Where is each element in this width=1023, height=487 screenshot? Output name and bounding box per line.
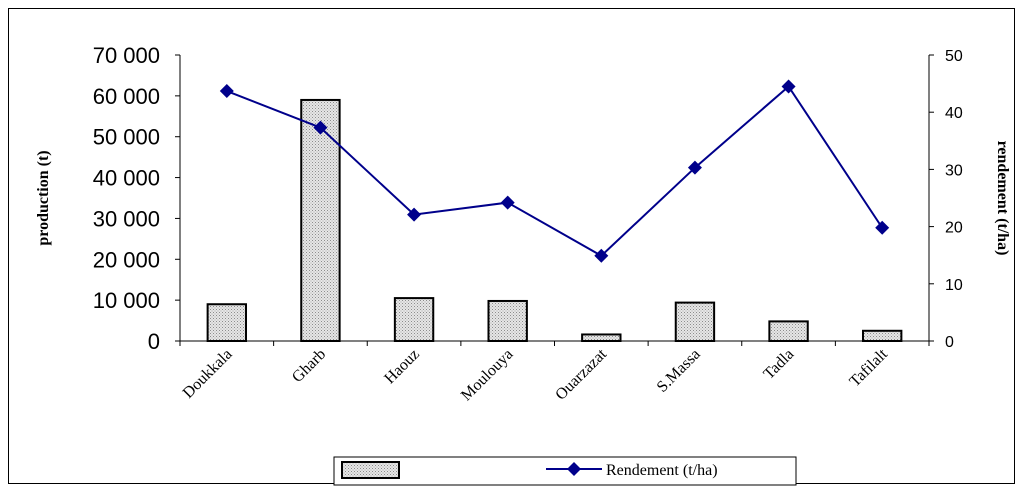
left-tick-label: 10 000 — [93, 288, 160, 313]
right-axis-title: rendement (t/ha) — [994, 141, 1011, 256]
bar-tafilalt — [861, 329, 903, 342]
rendement-line — [226, 84, 884, 258]
x-axis-ticks — [179, 341, 930, 346]
left-tick-label: 20 000 — [93, 247, 160, 272]
left-tick-label: 0 — [148, 329, 160, 354]
line-series — [219, 79, 890, 263]
legend: Rendement (t/ha) — [333, 456, 797, 486]
bar-tadla — [768, 320, 809, 343]
right-tick-label: 0 — [945, 334, 954, 351]
category-label: Gharb — [289, 346, 329, 386]
right-tick-label: 20 — [945, 220, 963, 237]
right-tick-label: 50 — [945, 48, 963, 65]
category-label: Haouz — [381, 346, 423, 388]
category-labels: Doukkala Gharb Haouz Moulouya Ouarzazat S.Mas… — [180, 345, 892, 404]
category-label: Tadla — [760, 346, 797, 383]
left-tick-label: 30 000 — [93, 206, 160, 231]
rendement-point-tadla — [781, 79, 796, 94]
category-label: Ouarzazat — [552, 345, 610, 403]
bar-doukkala — [206, 303, 248, 343]
rendement-point-doukkala — [219, 84, 234, 99]
bar-haouz — [393, 297, 435, 343]
left-axis-title: production (t) — [35, 150, 52, 245]
category-label: Tafilalt — [846, 345, 891, 390]
bar-series — [206, 98, 903, 343]
rendement-point-ouarzazat — [594, 248, 609, 263]
category-label: Doukkala — [180, 346, 236, 402]
legend-box — [333, 456, 797, 486]
rendement-point-gharb — [313, 120, 328, 135]
legend-bar-swatch — [341, 461, 400, 479]
left-tick-label: 70 000 — [93, 43, 160, 68]
bar-gharb — [300, 98, 341, 342]
rendement-point-tafilalt — [875, 220, 890, 235]
right-tick-label: 40 — [945, 105, 963, 122]
rendement-point-moulouya — [500, 195, 515, 210]
category-label: Moulouya — [458, 346, 517, 405]
rendement-point-haouz — [407, 207, 422, 222]
left-tick-label: 60 000 — [93, 84, 160, 109]
bar-smassa — [674, 301, 716, 343]
right-tick-label: 10 — [945, 277, 963, 294]
left-axis-ticks: 0 10 000 20 000 30 000 40 000 50 000 60 000 70 … — [93, 43, 180, 354]
right-tick-label: 30 — [945, 162, 963, 179]
left-tick-label: 40 000 — [93, 166, 160, 191]
bar-moulouya — [487, 299, 528, 342]
right-axis-ticks: 0 10 20 30 40 50 — [929, 48, 963, 351]
legend-line-label: Rendement (t/ha) — [606, 462, 718, 479]
category-label: S.Massa — [654, 346, 704, 396]
legend-line-marker — [567, 462, 581, 476]
bar-ouarzazat — [581, 333, 622, 343]
rendement-point-smassa — [687, 160, 702, 175]
left-tick-label: 50 000 — [93, 125, 160, 150]
